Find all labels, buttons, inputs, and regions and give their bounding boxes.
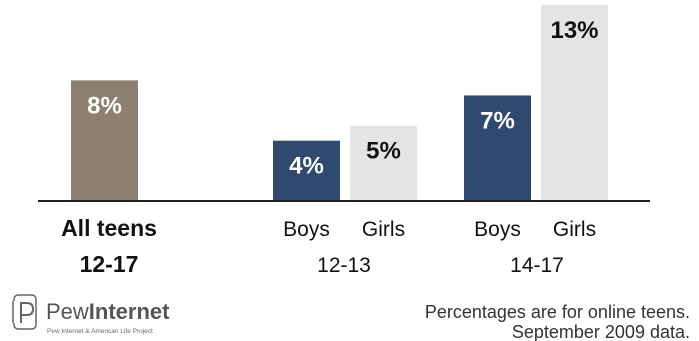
category-labels: Boys Girls Boys Girls All teens 12-17 12-13 14-…	[61, 215, 596, 277]
bar-category-label: Girls	[553, 218, 596, 241]
logo-pew-text: Pew	[46, 299, 89, 324]
footnote-line-2: September 2009 data.	[512, 322, 690, 341]
group-label: 14-17	[510, 254, 564, 277]
pew-logo: PewInternet Pew Internet & American Life…	[9, 294, 170, 335]
bar-value-label: 8%	[87, 92, 122, 119]
bar-value-label: 4%	[289, 153, 324, 180]
pew-logo-icon	[9, 294, 37, 330]
bar-category-label: Girls	[362, 218, 405, 241]
group-label: 12-13	[317, 254, 371, 277]
group-label: 12-17	[80, 251, 139, 277]
svg-text:PewInternet: PewInternet	[46, 299, 170, 324]
bar-category-label: Boys	[474, 218, 521, 241]
bar-value-label: 5%	[366, 138, 401, 165]
bar-category-label: Boys	[283, 218, 330, 241]
bars-layer: 8% 4% 5% 7% 13%	[71, 5, 608, 201]
group-label-line-1: All teens	[61, 215, 157, 241]
bar-all-teens-12-17	[71, 80, 138, 201]
bar-girls-14-17	[541, 5, 608, 201]
bar-value-label: 13%	[550, 17, 598, 44]
footnote-line-1: Percentages are for online teens.	[425, 302, 690, 322]
bar-value-label: 7%	[480, 107, 515, 134]
logo-subtitle: Pew Internet & American Life Project	[47, 328, 153, 335]
bar-boys-14-17	[464, 95, 531, 201]
logo-internet-text: Internet	[89, 299, 170, 324]
bar-girls-12-13	[350, 125, 417, 201]
bar-boys-12-13	[273, 140, 340, 201]
